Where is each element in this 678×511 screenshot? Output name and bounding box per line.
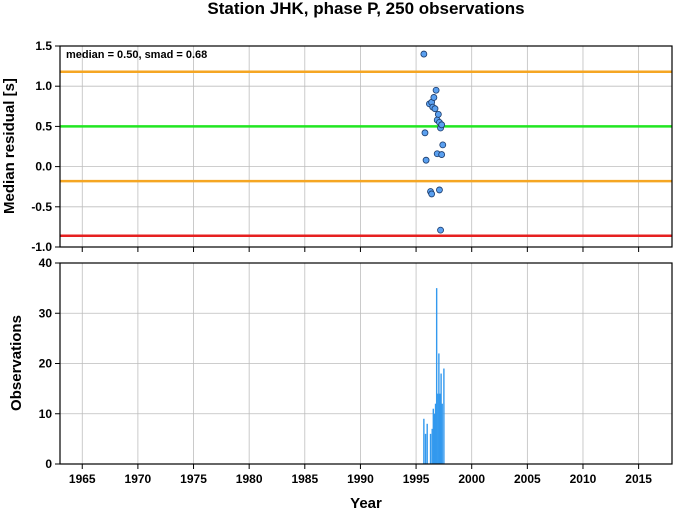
residual-point: [439, 141, 447, 149]
residual-y-tick-label: 1.5: [35, 39, 52, 53]
observations-y-tick-label: 30: [39, 306, 53, 320]
residual-point: [437, 226, 444, 234]
observation-bar: [440, 373, 442, 464]
residual-point: [438, 121, 446, 129]
observation-bar: [438, 353, 440, 464]
observation-bar: [433, 413, 436, 464]
observation-bar: [423, 418, 425, 464]
x-axis-label: Year: [350, 495, 382, 511]
residual-frame: [59, 45, 673, 248]
residual-y-tick-label: -0.5: [31, 200, 52, 214]
observation-bar: [435, 288, 438, 464]
observations-x-tick-label: 1965: [69, 472, 96, 486]
observations-frame: [59, 262, 673, 465]
observations-x-tick-label: 1995: [403, 472, 430, 486]
residual-point: [431, 105, 439, 113]
residual-point: [422, 156, 430, 164]
observations-x-tick-label: 2010: [570, 472, 597, 486]
chart-title: Station JHK, phase P, 250 observations: [207, 0, 524, 18]
residual-point: [428, 190, 436, 198]
observation-bar: [441, 403, 443, 464]
observations-y-tick-label: 0: [45, 457, 52, 471]
observation-bar: [431, 428, 433, 464]
residual-y-tick-label: 1.0: [35, 79, 52, 93]
residual-point: [430, 94, 438, 101]
observation-bar: [437, 393, 439, 464]
residual-y-tick-label: 0.5: [35, 119, 52, 133]
top-y-axis-label: Median residual [s]: [1, 78, 18, 214]
observation-bar: [424, 433, 427, 464]
residual-y-tick-label: -1.0: [31, 240, 52, 254]
observations-x-tick-label: 1985: [291, 472, 318, 486]
residual-point: [432, 86, 440, 94]
observation-bar: [432, 408, 435, 464]
bottom-y-axis-label: Observations: [8, 315, 25, 411]
observations-panel: 1965 1970 1975 1980 1985 1990 1995 2000 2005 2010…: [39, 256, 673, 486]
observations-x-tick-label: 1990: [347, 472, 374, 486]
observation-bar: [434, 403, 437, 464]
observation-bar: [426, 423, 428, 464]
residual-point: [420, 50, 428, 58]
residual-point: [421, 129, 429, 137]
observation-bar: [439, 393, 441, 464]
observations-y-tick-label: 40: [39, 256, 53, 270]
observations-x-tick-label: 1970: [125, 472, 152, 486]
observation-bar: [429, 433, 432, 464]
residual-point: [436, 186, 443, 194]
observations-x-tick-label: 1975: [180, 472, 207, 486]
observations-x-tick-label: 2015: [625, 472, 652, 486]
residual-point: [438, 151, 446, 158]
observations-x-tick-label: 1980: [236, 472, 263, 486]
residual-y-tick-label: 0.0: [35, 160, 52, 174]
observations-y-tick-label: 10: [39, 407, 53, 421]
observations-x-tick-label: 2000: [458, 472, 485, 486]
residual-point: [434, 110, 442, 118]
residual-panel: -1.0 -0.5 0.0 0.5 1.0 1.5 median = 0.50, smad …: [31, 39, 673, 254]
observations-y-tick-label: 20: [39, 357, 53, 371]
observations-x-tick-label: 2005: [514, 472, 541, 486]
observation-bar: [443, 368, 445, 464]
median-smad-annotation: median = 0.50, smad = 0.68: [66, 49, 207, 61]
